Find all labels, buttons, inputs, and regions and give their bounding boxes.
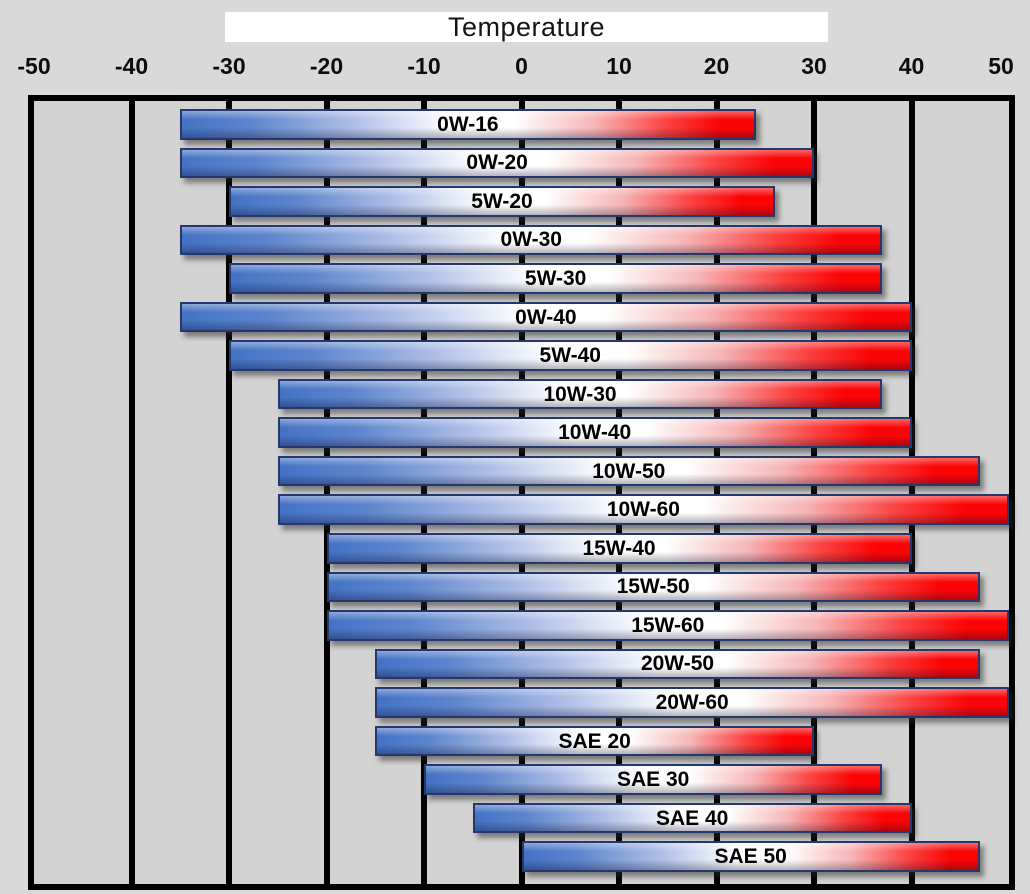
- chart-row: 15W-50: [34, 571, 1009, 610]
- oil-grade-label: 10W-40: [558, 421, 632, 445]
- oil-grade-label: 5W-40: [539, 344, 601, 368]
- axis-tick-label: -20: [309, 53, 344, 79]
- chart-row: 0W-30: [34, 224, 1009, 263]
- chart-row: 15W-40: [34, 532, 1009, 571]
- axis-tick-label: 30: [801, 53, 827, 79]
- axis-tick-label: 0: [515, 53, 528, 79]
- oil-grade-bar: 0W-16: [180, 109, 756, 140]
- chart-row: 20W-60: [34, 686, 1009, 725]
- oil-grade-label: 15W-40: [582, 536, 656, 560]
- oil-grade-label: 10W-50: [592, 459, 666, 483]
- temperature-axis: -50 -40 -30 -20 -10 0 10 20 30 40 50: [17, 53, 1013, 83]
- chart-row: 10W-50: [34, 455, 1009, 494]
- oil-grade-bar: 20W-60: [375, 687, 1009, 718]
- oil-grade-label: 0W-16: [437, 112, 499, 136]
- chart-title-box: Temperature: [225, 12, 828, 42]
- oil-grade-label: 0W-30: [500, 228, 562, 252]
- oil-grade-bar: 10W-40: [277, 417, 912, 448]
- chart-row: 10W-40: [34, 416, 1009, 455]
- gridline: [713, 101, 720, 884]
- oil-grade-label: 20W-50: [640, 652, 715, 676]
- oil-grade-bar: SAE 40: [472, 802, 912, 834]
- oil-grade-bar: 10W-50: [277, 455, 980, 487]
- plot-area: 0W-16 0W-20 5W-20 0W-30 5W-30 0W-40 5W-40 10W-3…: [28, 95, 1015, 890]
- gridline-layer: [34, 101, 1009, 884]
- gridline: [811, 101, 817, 884]
- oil-grade-label: SAE 50: [714, 845, 787, 869]
- oil-grade-label: 15W-50: [616, 575, 690, 599]
- chart-row: 5W-20: [34, 185, 1009, 224]
- gridline: [518, 101, 525, 884]
- oil-grade-bar: 20W-50: [375, 648, 980, 680]
- oil-grade-bar: 15W-40: [326, 533, 912, 564]
- oil-grade-bar: SAE 30: [424, 764, 883, 795]
- oil-grade-label: SAE 30: [616, 768, 690, 792]
- chart-row: 5W-40: [34, 339, 1009, 378]
- chart-row: 20W-50: [34, 648, 1009, 687]
- chart-row: 0W-16: [34, 108, 1009, 147]
- oil-grade-label: 0W-20: [466, 151, 528, 175]
- axis-tick-label: 50: [988, 53, 1014, 79]
- chart-row: SAE 20: [34, 725, 1009, 764]
- chart-row: 10W-60: [34, 493, 1009, 532]
- gridline: [226, 101, 232, 884]
- gridline: [421, 101, 427, 884]
- chart-row: SAE 40: [34, 802, 1009, 841]
- oil-grade-bar: 0W-30: [180, 224, 883, 256]
- oil-grade-bar: 5W-40: [229, 340, 912, 371]
- oil-grade-label: 15W-60: [631, 613, 705, 637]
- axis-tick-label: -30: [212, 53, 246, 79]
- chart-row: SAE 50: [34, 840, 1009, 879]
- oil-grade-bar: 0W-20: [180, 147, 814, 179]
- axis-tick-label: 20: [703, 53, 730, 79]
- gridline: [616, 101, 622, 884]
- oil-grade-label: 5W-20: [471, 189, 533, 213]
- axis-tick-label: 10: [606, 53, 632, 79]
- chart-row: 5W-30: [34, 262, 1009, 301]
- axis-tick-label: -40: [114, 53, 149, 79]
- oil-grade-label: SAE 20: [558, 729, 631, 753]
- chart-title: Temperature: [447, 11, 606, 42]
- oil-grade-label: 0W-40: [515, 305, 577, 329]
- chart-row: 10W-30: [34, 378, 1009, 417]
- oil-grade-bar: 15W-50: [326, 571, 980, 603]
- axis-tick-label: 40: [898, 53, 925, 79]
- oil-grade-bar: SAE 20: [375, 725, 814, 757]
- chart-row: 0W-20: [34, 147, 1009, 186]
- oil-grade-bar: 5W-20: [229, 186, 775, 217]
- oil-grade-label: 5W-30: [524, 266, 587, 290]
- gridline: [128, 101, 135, 884]
- oil-grade-label: 10W-30: [543, 382, 617, 406]
- axis-tick-label: -10: [407, 53, 441, 79]
- chart-row: 0W-40: [34, 301, 1009, 340]
- oil-grade-bar: 10W-60: [277, 494, 1009, 526]
- bar-rows: 0W-16 0W-20 5W-20 0W-30 5W-30 0W-40 5W-40 10W-3…: [34, 101, 1009, 884]
- gridline: [323, 101, 330, 884]
- oil-grade-label: 10W-60: [606, 498, 680, 522]
- gridline: [908, 101, 915, 884]
- chart-row: SAE 30: [34, 763, 1009, 802]
- oil-grade-bar: 15W-60: [326, 610, 1009, 641]
- oil-grade-label: 20W-60: [655, 690, 729, 714]
- oil-grade-bar: 0W-40: [180, 301, 912, 333]
- oil-grade-label: SAE 40: [655, 806, 729, 830]
- axis-tick-label: -50: [17, 53, 51, 79]
- oil-grade-bar: SAE 50: [521, 841, 980, 872]
- chart-row: 15W-60: [34, 609, 1009, 648]
- oil-grade-bar: 10W-30: [277, 378, 883, 410]
- oil-grade-bar: 5W-30: [229, 263, 883, 294]
